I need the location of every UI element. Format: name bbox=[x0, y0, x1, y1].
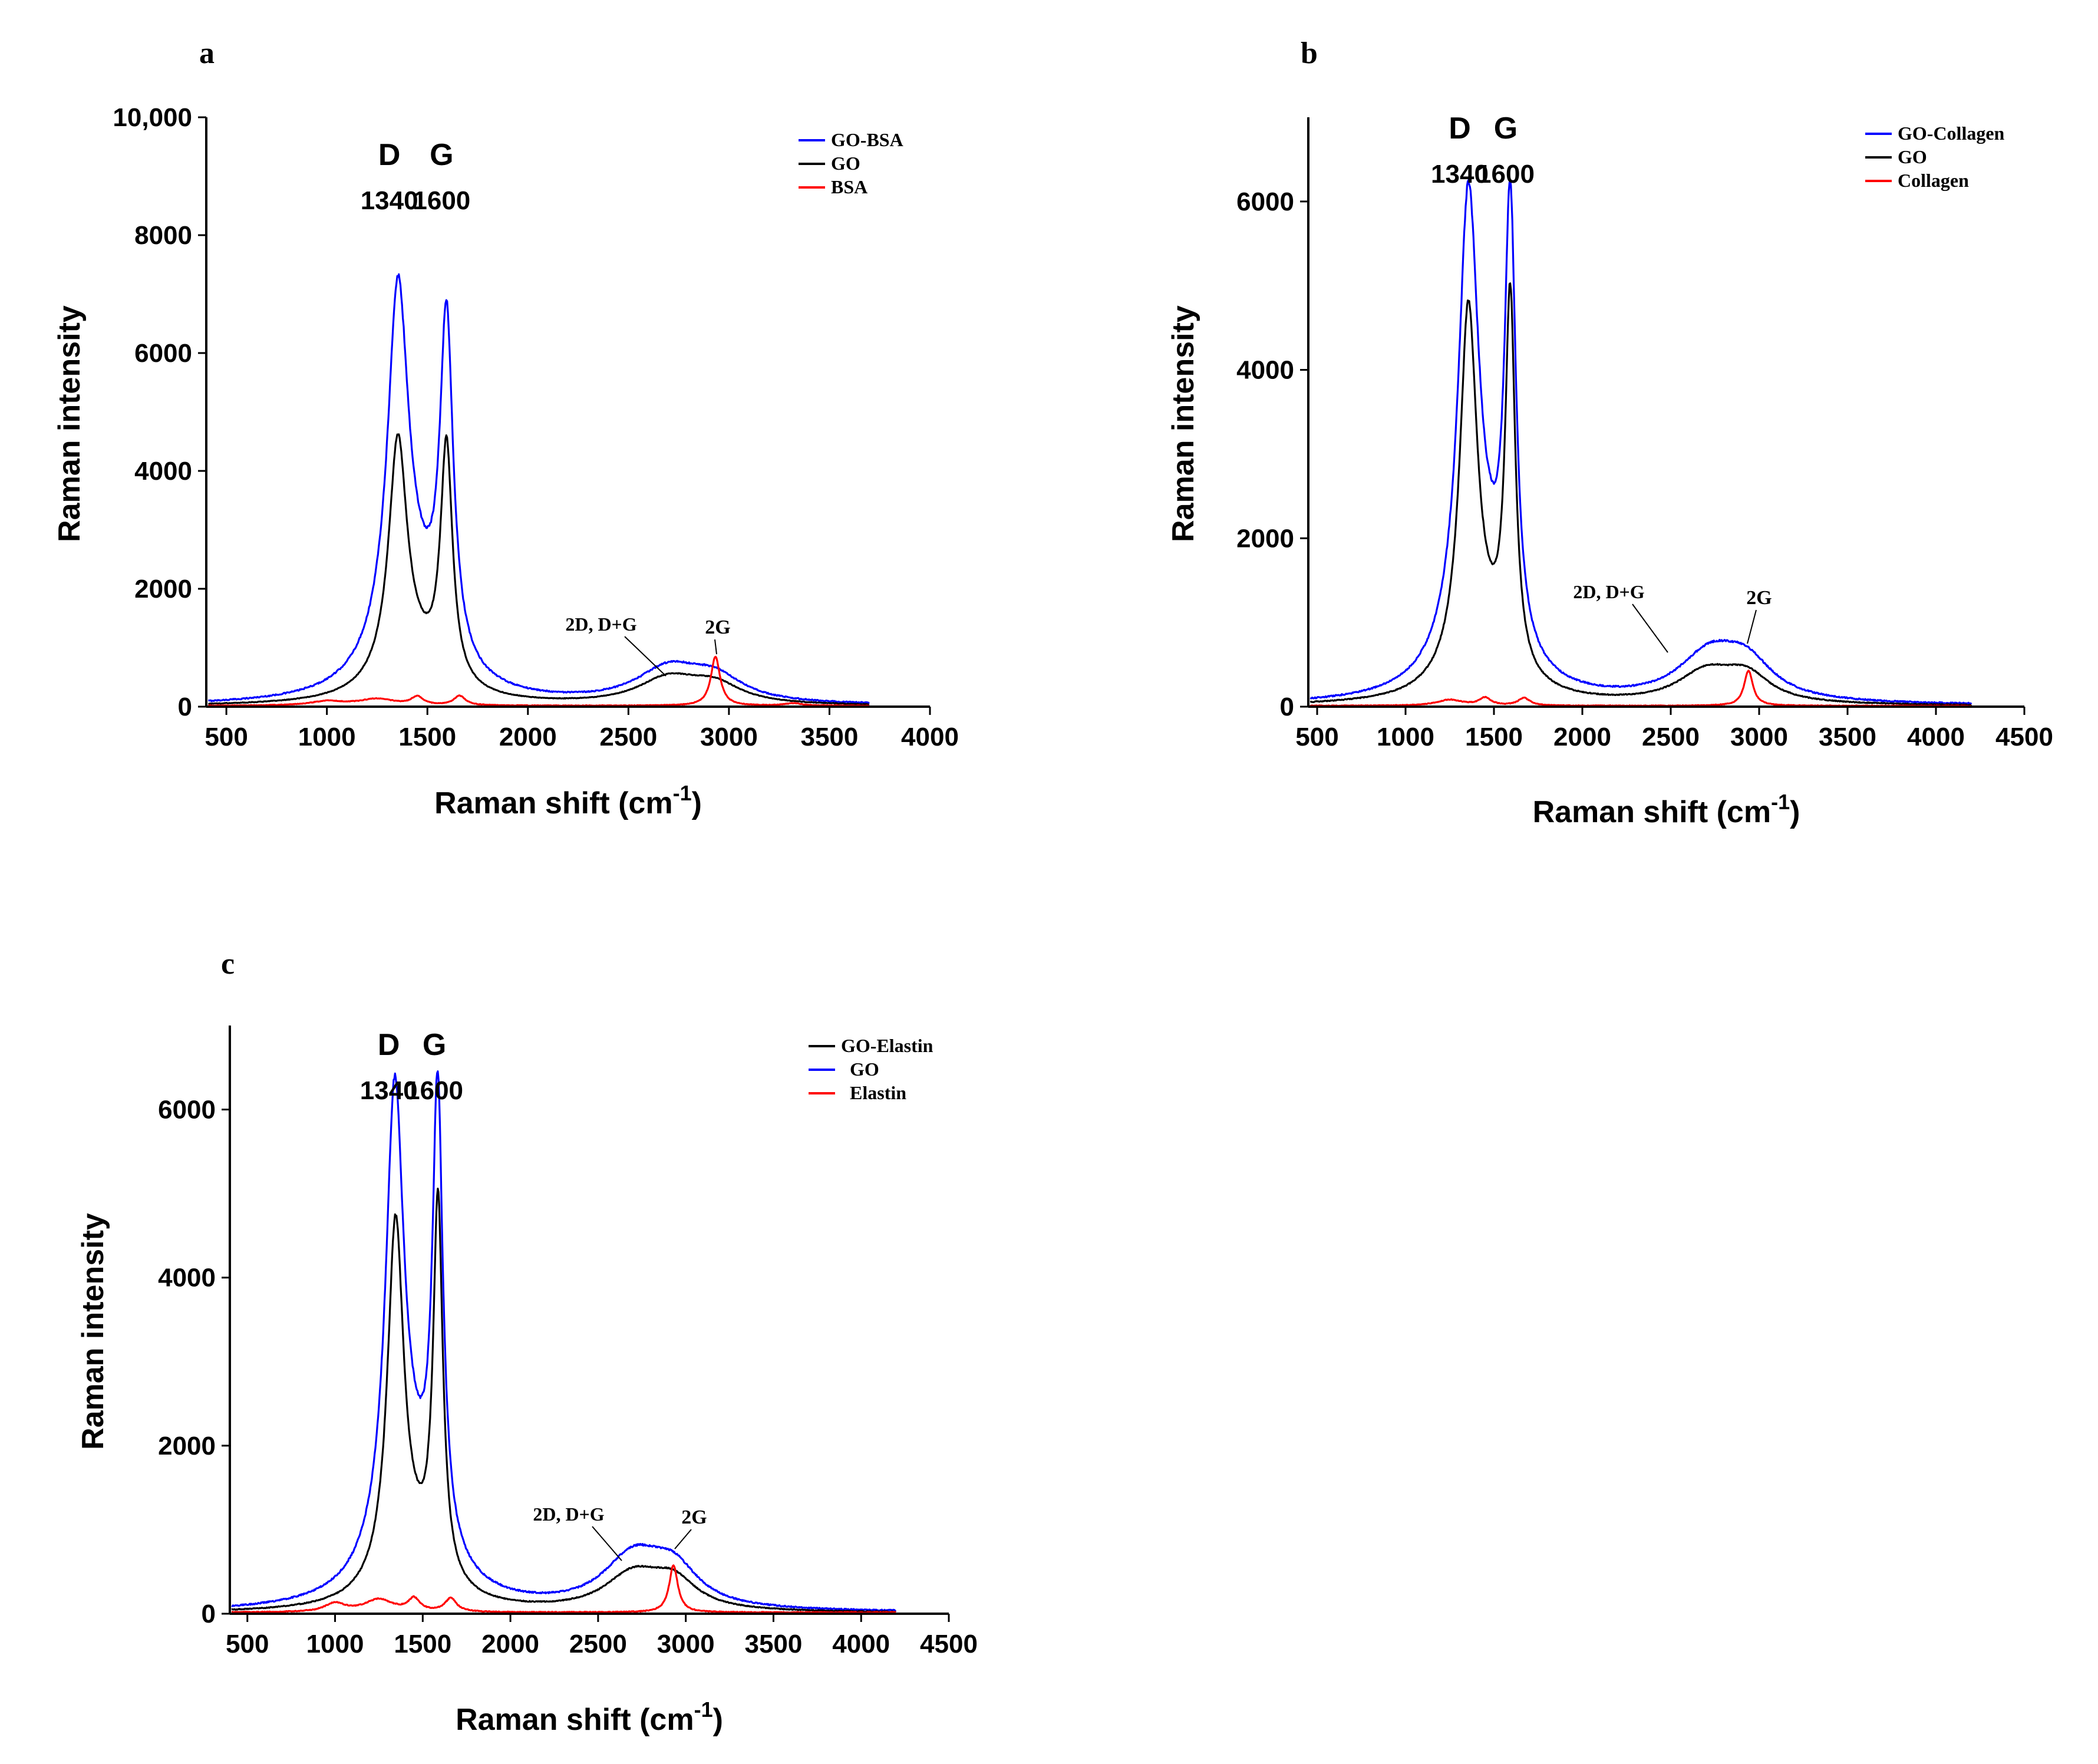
y-tick-label: 2000 bbox=[134, 575, 192, 604]
y-tick-label: 2000 bbox=[1236, 524, 1294, 553]
peak-label-d: D bbox=[378, 138, 401, 172]
legend-label-go: GO bbox=[1898, 146, 1927, 167]
annotation-2g: 2G bbox=[681, 1506, 707, 1528]
legend-label-go-elastin: GO-Elastin bbox=[841, 1035, 933, 1056]
y-tick-label: 6000 bbox=[1236, 187, 1294, 216]
peak-position-d: 1340 bbox=[1431, 160, 1489, 189]
panel-letter-b: b bbox=[1301, 37, 1318, 70]
panel-letter-c: c bbox=[221, 947, 235, 981]
x-tick-label: 1000 bbox=[298, 723, 356, 751]
x-axis-title: Raman shift (cm-1) bbox=[434, 781, 702, 820]
legend-label-collagen: Collagen bbox=[1898, 170, 1969, 191]
x-tick-label: 2500 bbox=[1642, 723, 1700, 751]
y-tick-label: 4000 bbox=[158, 1264, 216, 1292]
x-tick-label: 2000 bbox=[1553, 723, 1611, 751]
annotation-2d-d-g: 2D, D+G bbox=[565, 614, 636, 635]
annotation-2g: 2G bbox=[705, 616, 730, 638]
y-tick-label: 0 bbox=[202, 1600, 216, 1628]
x-tick-label: 3500 bbox=[744, 1630, 802, 1659]
panel-b: b 500 1000 1500 2000 2500 3000 3500 4000 4500 0 200… bbox=[1166, 37, 2053, 829]
annotation-leader-line bbox=[1747, 609, 1757, 644]
x-tick-label: 500 bbox=[204, 723, 248, 751]
x-axis-title: Raman shift (cm-1) bbox=[456, 1697, 723, 1737]
series-line-go-bsa bbox=[208, 273, 870, 704]
x-tick-label: 1500 bbox=[394, 1630, 451, 1659]
x-tick-label: 2000 bbox=[481, 1630, 539, 1659]
legend-label-bsa: BSA bbox=[831, 176, 867, 197]
x-tick-label: 4000 bbox=[1907, 723, 1965, 751]
x-tick-label: 3000 bbox=[1730, 723, 1788, 751]
x-axis-title: Raman shift (cm-1) bbox=[1533, 790, 1800, 829]
panel-a: a 500 1000 1500 2000 2500 3000 3500 4000 0 2000 400… bbox=[52, 37, 959, 820]
peak-label-g: G bbox=[423, 1028, 446, 1062]
y-tick-label: 4000 bbox=[1236, 356, 1294, 385]
series-line-go bbox=[1309, 282, 1972, 707]
series-line-go bbox=[208, 433, 870, 705]
x-tick-label: 2500 bbox=[569, 1630, 627, 1659]
y-tick-label: 4000 bbox=[134, 457, 192, 486]
x-tick-label: 1500 bbox=[1465, 723, 1523, 751]
x-tick-label: 3500 bbox=[800, 723, 858, 751]
peak-position-g: 1600 bbox=[405, 1076, 463, 1105]
peak-label-d: D bbox=[1449, 111, 1471, 146]
peak-label-g: G bbox=[1494, 111, 1518, 146]
legend-label-elastin: Elastin bbox=[850, 1082, 906, 1103]
y-axis-title: Raman intensity bbox=[76, 1213, 110, 1450]
panel-letter-a: a bbox=[199, 37, 215, 70]
x-tick-label: 500 bbox=[226, 1630, 269, 1659]
x-tick-label: 2500 bbox=[599, 723, 657, 751]
series-line-elastin bbox=[231, 1564, 896, 1614]
annotation-2g: 2G bbox=[1746, 587, 1772, 609]
annotation-2d-d-g: 2D, D+G bbox=[533, 1503, 604, 1525]
x-tick-label: 4500 bbox=[920, 1630, 978, 1659]
y-tick-label: 0 bbox=[178, 693, 192, 721]
peak-position-d: 1340 bbox=[360, 1076, 418, 1105]
peak-label-g: G bbox=[430, 138, 453, 172]
y-axis-title: Raman intensity bbox=[1166, 305, 1200, 542]
annotation-leader-line bbox=[1632, 604, 1668, 653]
y-axis-title: Raman intensity bbox=[52, 305, 87, 542]
y-tick-label: 6000 bbox=[134, 339, 192, 368]
series-line-go-collagen bbox=[1309, 179, 1972, 705]
series-line-go-elastin bbox=[231, 1188, 896, 1613]
annotation-2d-d-g: 2D, D+G bbox=[1573, 581, 1644, 602]
x-tick-label: 3000 bbox=[700, 723, 758, 751]
x-tick-label: 3000 bbox=[657, 1630, 715, 1659]
annotation-leader-line bbox=[592, 1526, 622, 1561]
peak-position-d: 1340 bbox=[361, 186, 418, 215]
annotation-leader-line bbox=[714, 639, 717, 655]
peak-position-g: 1600 bbox=[413, 186, 470, 215]
plot-area bbox=[231, 1070, 897, 1614]
annotation-leader-line bbox=[624, 636, 667, 677]
x-tick-label: 1500 bbox=[398, 723, 456, 751]
y-tick-label: 6000 bbox=[158, 1096, 216, 1125]
x-tick-label: 1000 bbox=[306, 1630, 364, 1659]
panel-c: c 500 1000 1500 2000 2500 3000 3500 4000 4500 0 200… bbox=[76, 947, 978, 1737]
x-tick-label: 500 bbox=[1295, 723, 1338, 751]
x-tick-label: 4000 bbox=[901, 723, 959, 751]
x-tick-label: 4500 bbox=[1995, 723, 2053, 751]
x-tick-label: 1000 bbox=[1377, 723, 1434, 751]
x-tick-label: 3500 bbox=[1819, 723, 1876, 751]
annotation-leader-line bbox=[674, 1529, 692, 1549]
y-tick-label: 10,000 bbox=[113, 103, 192, 132]
legend-label-go-collagen: GO-Collagen bbox=[1898, 123, 2005, 144]
legend-label-go-bsa: GO-BSA bbox=[831, 129, 903, 150]
y-tick-label: 0 bbox=[1280, 693, 1294, 721]
y-tick-label: 8000 bbox=[134, 221, 192, 250]
series-line-go bbox=[231, 1070, 897, 1612]
peak-position-g: 1600 bbox=[1477, 160, 1535, 189]
x-tick-label: 4000 bbox=[832, 1630, 890, 1659]
legend-label-go: GO bbox=[831, 153, 860, 174]
legend-label-go: GO bbox=[850, 1059, 879, 1080]
x-tick-label: 2000 bbox=[499, 723, 557, 751]
peak-label-d: D bbox=[378, 1028, 400, 1062]
y-tick-label: 2000 bbox=[158, 1432, 216, 1460]
